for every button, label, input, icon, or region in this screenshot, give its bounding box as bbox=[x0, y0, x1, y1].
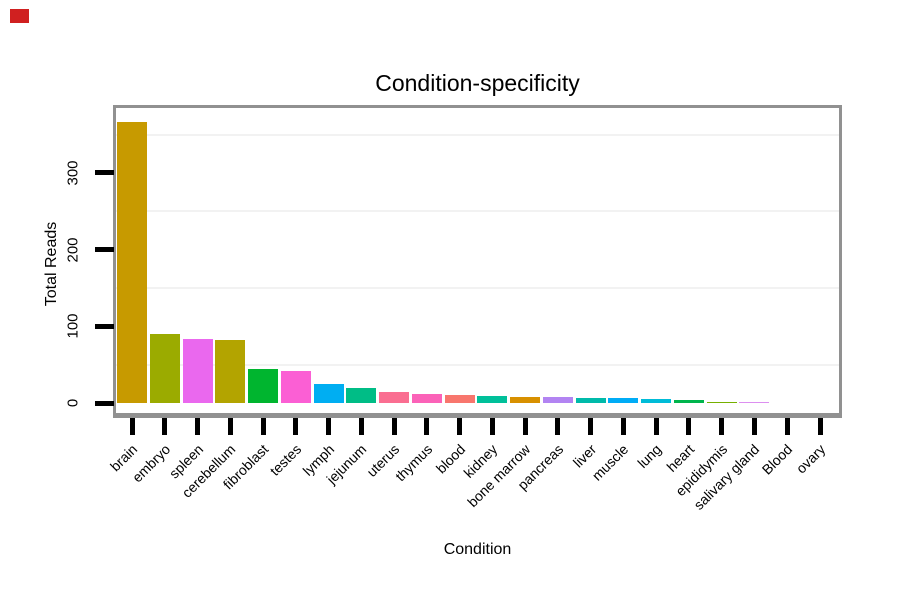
bar-thymus bbox=[411, 393, 442, 403]
minor-gridline bbox=[116, 133, 839, 136]
x-axis-tick bbox=[457, 418, 463, 435]
x-axis-tick bbox=[751, 418, 757, 435]
bar-heart bbox=[673, 399, 704, 403]
minor-gridline bbox=[116, 363, 839, 366]
bar-pancreas bbox=[542, 396, 573, 403]
x-axis-tick bbox=[260, 418, 266, 435]
bar-salivary-gland bbox=[739, 401, 770, 403]
bar-testes bbox=[280, 370, 311, 403]
y-axis-title: Total Reads bbox=[43, 221, 60, 307]
bar-kidney bbox=[477, 396, 508, 403]
x-axis-tick bbox=[195, 418, 200, 435]
bar-fibroblast bbox=[248, 369, 278, 403]
x-axis-tick bbox=[784, 418, 790, 435]
bar-muscle bbox=[608, 398, 639, 403]
x-axis-tick bbox=[522, 418, 528, 435]
plot-panel bbox=[113, 105, 842, 418]
bar-brain bbox=[117, 122, 147, 403]
bar-lymph bbox=[313, 383, 344, 403]
x-axis-tick bbox=[489, 418, 495, 435]
y-tick-label: 0 bbox=[64, 398, 82, 408]
y-axis-tick bbox=[95, 323, 114, 329]
bar-cerebellum bbox=[215, 340, 246, 403]
x-axis-tick bbox=[588, 418, 594, 435]
bar-spleen bbox=[182, 338, 213, 403]
x-axis-tick bbox=[620, 418, 626, 435]
bar-jejunum bbox=[346, 388, 377, 403]
red-corner-marker bbox=[10, 9, 29, 23]
bar-uterus bbox=[379, 392, 410, 403]
x-axis-tick bbox=[326, 418, 332, 435]
x-axis-tick bbox=[293, 418, 299, 435]
minor-gridline bbox=[116, 210, 839, 213]
y-axis-tick bbox=[95, 247, 114, 253]
x-axis-tick bbox=[129, 418, 135, 435]
x-axis-tick bbox=[653, 418, 659, 435]
y-axis-tick bbox=[95, 170, 114, 176]
bar-embryo bbox=[149, 334, 180, 403]
y-tick-label: 300 bbox=[64, 160, 82, 186]
bar-blood bbox=[444, 394, 475, 403]
bar-lung bbox=[641, 399, 672, 403]
y-axis-tick bbox=[95, 400, 114, 406]
bar-epididymis bbox=[706, 401, 737, 403]
y-tick-label: 200 bbox=[64, 237, 82, 263]
x-axis-tick bbox=[162, 418, 168, 435]
bar-bone-marrow bbox=[510, 396, 541, 403]
x-axis-tick bbox=[227, 418, 233, 435]
x-axis-tick bbox=[424, 418, 430, 435]
y-tick-label: 100 bbox=[64, 313, 82, 339]
x-axis-tick bbox=[358, 418, 364, 435]
chart-title: Condition-specificity bbox=[375, 70, 580, 96]
x-axis-tick bbox=[817, 418, 823, 435]
x-axis-tick bbox=[555, 418, 561, 435]
minor-gridline bbox=[116, 286, 839, 289]
x-axis-title: Condition bbox=[443, 541, 512, 558]
bar-liver bbox=[575, 398, 606, 403]
x-axis-tick bbox=[391, 418, 397, 435]
x-axis-tick bbox=[719, 418, 725, 435]
x-axis-tick bbox=[686, 418, 692, 435]
